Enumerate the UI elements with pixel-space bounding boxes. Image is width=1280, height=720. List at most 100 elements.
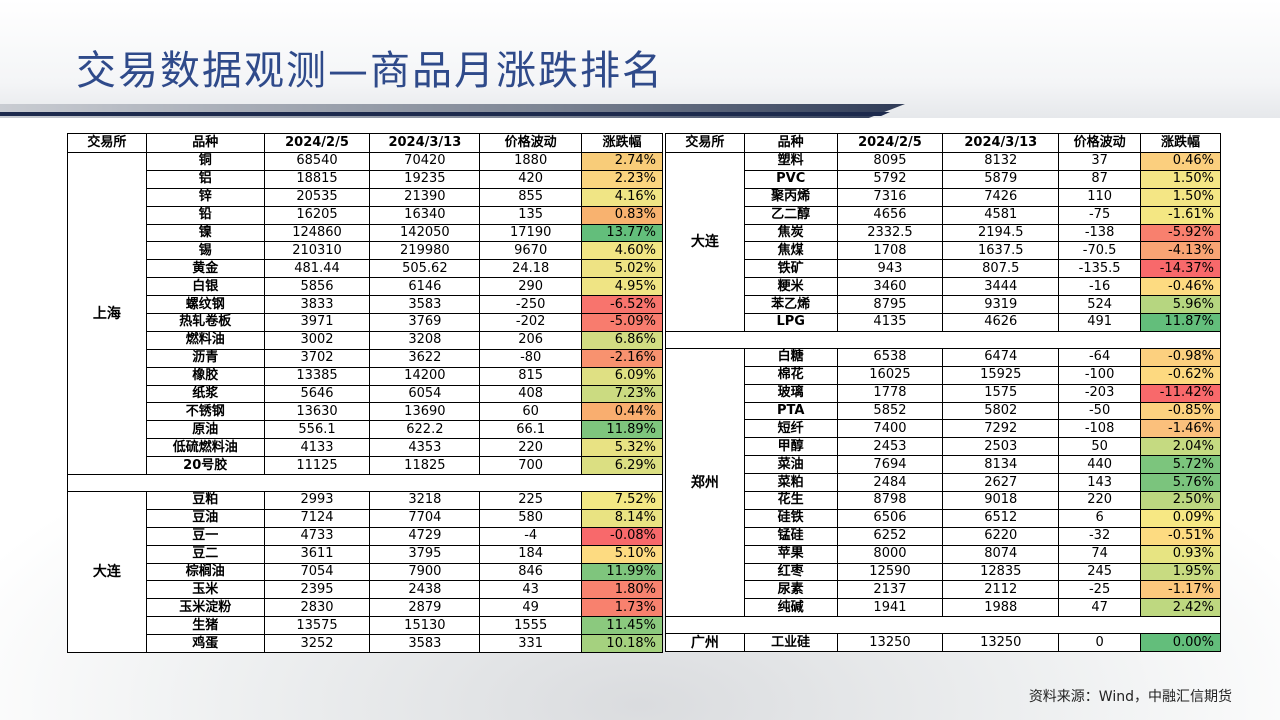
table-row: 铁矿 943 807.5 -135.5 -14.37% (666, 259, 1221, 279)
pct-change: 2.23% (581, 169, 663, 189)
price-change: -202 (479, 313, 583, 332)
price-start: 3252 (263, 634, 371, 654)
commodity-name: 纯碱 (743, 598, 838, 618)
pct-change: 2.74% (581, 152, 663, 171)
price-end: 4626 (942, 313, 1060, 332)
column-header: 品种 (743, 133, 838, 153)
pct-change: 4.95% (581, 277, 663, 297)
pct-change: 0.00% (1140, 633, 1221, 653)
price-change: -100 (1058, 365, 1142, 385)
price-start: 68540 (263, 152, 371, 171)
price-end: 6512 (942, 508, 1060, 528)
price-end: 12835 (942, 562, 1060, 582)
price-start: 3002 (263, 330, 371, 350)
table-row: 焦煤 1708 1637.5 -70.5 -4.13% (666, 241, 1221, 261)
table-row: 纯碱 1941 1988 47 2.42% (666, 598, 1221, 618)
table-row: 菜油 7694 8134 440 5.72% (666, 455, 1221, 475)
exchange-cell: 郑州 (665, 347, 745, 618)
price-end: 3583 (369, 634, 481, 654)
price-start: 3702 (263, 348, 371, 368)
price-end: 8132 (942, 152, 1060, 171)
table-row: 菜粕 2484 2627 143 5.76% (666, 473, 1221, 493)
pct-change: 6.86% (581, 330, 663, 350)
pct-change: 5.32% (581, 438, 663, 458)
table-row: 豆二 3611 3795 184 5.10% (68, 544, 663, 564)
table-row: 玻璃 1778 1575 -203 -11.42% (666, 383, 1221, 403)
price-start: 5856 (263, 277, 371, 297)
table-row: 棉花 16025 15925 -100 -0.62% (666, 365, 1221, 385)
price-change: 408 (479, 384, 583, 404)
price-start: 2453 (836, 437, 944, 457)
commodity-name: 白糖 (743, 347, 838, 367)
price-end: 6146 (369, 277, 481, 297)
commodity-name: 低硫燃料油 (145, 438, 265, 458)
table-row: 上海铜 68540 70420 1880 2.74% (67, 151, 663, 476)
price-end: 4729 (369, 526, 481, 546)
header-band (0, 0, 1280, 118)
table-row: 黄金 481.44 505.62 24.18 5.02% (68, 259, 663, 279)
price-change: 290 (479, 277, 583, 297)
commodity-name: 菜粕 (743, 473, 838, 493)
table-row: 粳米 3460 3444 -16 -0.46% (666, 277, 1221, 297)
column-header: 2024/2/5 (263, 133, 371, 153)
table-row: 大连 豆粕 2993 3218 225 7.52% (67, 491, 663, 654)
price-start: 11125 (263, 456, 371, 476)
commodity-name: 豆二 (145, 544, 265, 564)
price-end: 3769 (369, 313, 481, 332)
commodity-name: 白银 (145, 277, 265, 297)
price-change: 37 (1058, 152, 1142, 171)
price-start: 7316 (836, 187, 944, 207)
pct-change: 11.99% (581, 562, 663, 582)
table-row: 焦炭 2332.5 2194.5 -138 -5.92% (666, 223, 1221, 243)
price-start: 8795 (836, 295, 944, 315)
price-start: 7400 (836, 419, 944, 439)
table-row: 甲醇 2453 2503 50 2.04% (666, 437, 1221, 457)
table-row: 大连 塑料 8095 8132 37 0.46% (665, 152, 1221, 332)
price-start: 6538 (836, 347, 944, 367)
pct-change: 1.80% (581, 580, 663, 600)
pct-change: 11.45% (581, 616, 663, 636)
commodity-name: 焦炭 (743, 223, 838, 243)
price-change: -108 (1058, 419, 1142, 439)
commodity-name: 沥青 (145, 348, 265, 368)
table-row: 玉米淀粉 2830 2879 49 1.73% (68, 598, 663, 618)
price-start: 13385 (263, 366, 371, 386)
price-start: 2993 (263, 491, 371, 510)
commodity-name: 原油 (145, 420, 265, 440)
price-start: 5646 (263, 384, 371, 404)
price-end: 5879 (942, 169, 1060, 189)
price-change: 331 (479, 634, 583, 654)
price-change: -50 (1058, 401, 1142, 421)
column-header: 价格波动 (479, 133, 583, 153)
price-start: 2484 (836, 473, 944, 493)
column-header: 价格波动 (1058, 133, 1142, 153)
price-start: 3833 (263, 295, 371, 315)
table-row: 沥青 3702 3622 -80 -2.16% (68, 348, 663, 368)
commodity-name: 不锈钢 (145, 402, 265, 422)
commodity-name: 燃料油 (145, 330, 265, 350)
price-start: 943 (836, 259, 944, 279)
table-row: 不锈钢 13630 13690 60 0.44% (68, 402, 663, 422)
pct-change: 11.87% (1140, 313, 1221, 332)
price-end: 2112 (942, 580, 1060, 600)
pct-change: -0.85% (1140, 401, 1221, 421)
table-row: 广州 工业硅 13250 13250 0 0.00% (665, 633, 1221, 653)
price-start: 7054 (263, 562, 371, 582)
price-end: 7426 (942, 187, 1060, 207)
price-change: 0 (1058, 633, 1142, 653)
price-end: 622.2 (369, 420, 481, 440)
pct-change: 5.96% (1140, 295, 1221, 315)
price-change: -32 (1058, 526, 1142, 546)
price-change: 206 (479, 330, 583, 350)
price-end: 4581 (942, 205, 1060, 225)
commodity-name: 铁矿 (743, 259, 838, 279)
pct-change: -0.08% (581, 526, 663, 546)
price-end: 6474 (942, 347, 1060, 367)
price-end: 2503 (942, 437, 1060, 457)
table-row: 短纤 7400 7292 -108 -1.46% (666, 419, 1221, 439)
price-change: 17190 (479, 223, 583, 243)
price-change: -16 (1058, 277, 1142, 297)
column-header: 2024/3/13 (369, 133, 481, 153)
exchange-cell: 广州 (665, 633, 745, 653)
table-row: 锌 20535 21390 855 4.16% (68, 187, 663, 207)
